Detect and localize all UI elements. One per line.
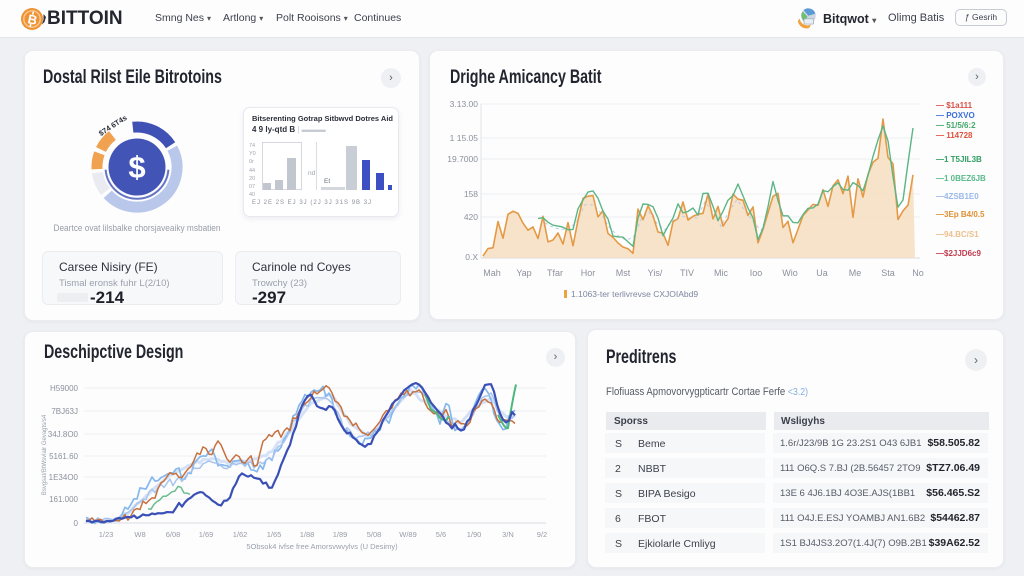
svg-text:158: 158 [464,189,478,199]
svg-text:1 15.05: 1 15.05 [450,133,479,143]
svg-text:—1 T5JIL3B: —1 T5JIL3B [936,155,982,164]
svg-text:$: $ [128,150,145,185]
svg-text:—1 0BEZ6JB: —1 0BEZ6JB [936,174,986,183]
svg-text:Bsvgsat/BtWsvlalr Gevagts/s4: Bsvgsat/BtWsvlalr Gevagts/s4 [42,414,48,495]
svg-text:7BJ63J: 7BJ63J [51,407,78,416]
svg-text:19.7000: 19.7000 [447,154,478,164]
svg-text:Wio: Wio [782,268,798,278]
svg-text:— 114728: — 114728 [936,131,973,140]
svg-text:420: 420 [464,212,478,222]
svg-text:—94.BC/S1: —94.BC/S1 [936,230,979,239]
svg-text:— $1a111: — $1a111 [936,101,973,110]
svg-text:1/69: 1/69 [199,530,214,539]
svg-text:Mic: Mic [714,268,728,278]
svg-text:1/65: 1/65 [267,530,282,539]
svg-text:Sta: Sta [881,268,895,278]
svg-text:W/89: W/89 [399,530,417,539]
svg-text:Me: Me [849,268,862,278]
svg-text:TIV: TIV [680,268,694,278]
svg-text:34J.8O0: 34J.8O0 [48,430,79,439]
svg-text:Yap: Yap [516,268,531,278]
svg-text:—3Ep B4/0.5: —3Ep B4/0.5 [936,210,985,219]
svg-text:W8: W8 [134,530,145,539]
svg-text:1/88: 1/88 [300,530,315,539]
svg-text:Ioo: Ioo [750,268,763,278]
svg-text:B: B [26,11,38,28]
svg-text:Mst: Mst [616,268,631,278]
svg-text:— 51/5/6:2: — 51/5/6:2 [936,121,976,130]
svg-text:No: No [912,268,924,278]
svg-text:6/08: 6/08 [166,530,181,539]
svg-text:5/08: 5/08 [367,530,382,539]
svg-text:161.000: 161.000 [49,495,78,504]
svg-text:Mah: Mah [483,268,501,278]
svg-text:H59000: H59000 [50,384,79,393]
svg-text:3/N: 3/N [502,530,514,539]
svg-text:1/89: 1/89 [333,530,348,539]
svg-text:9/2: 9/2 [537,530,547,539]
svg-text:5/6: 5/6 [436,530,446,539]
svg-text:1/23: 1/23 [99,530,114,539]
svg-text:Ua: Ua [816,268,828,278]
svg-text:1E34O0: 1E34O0 [49,473,79,482]
svg-text:—$2JJD6c9: —$2JJD6c9 [936,249,981,258]
svg-text:Hor: Hor [581,268,596,278]
svg-text:5Obsok4 ivfse free Amorsvwvylv: 5Obsok4 ivfse free Amorsvwvylvs (U Desim… [246,542,398,551]
svg-text:5161.60: 5161.60 [49,452,78,461]
svg-text:1/62: 1/62 [233,530,248,539]
svg-text:—4ZSB1E0: —4ZSB1E0 [936,192,979,201]
svg-text:1/90: 1/90 [467,530,482,539]
svg-text:Tfar: Tfar [547,268,563,278]
svg-text:3.13.00: 3.13.00 [450,99,479,109]
svg-text:— POXVO: — POXVO [936,111,975,120]
svg-text:0: 0 [74,519,79,528]
svg-text:1.1063-ter terlivrevse CXJOIAb: 1.1063-ter terlivrevse CXJOIAbd9 [571,289,698,299]
svg-text:0.X: 0.X [465,252,478,262]
svg-text:Yis/: Yis/ [648,268,663,278]
